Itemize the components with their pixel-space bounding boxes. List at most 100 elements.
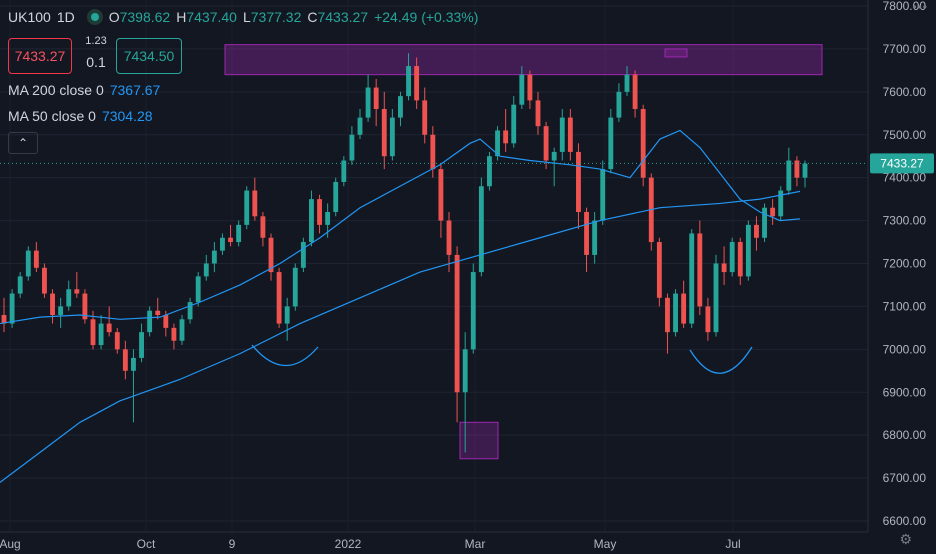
candle-body [697, 233, 703, 307]
resistance-zone [224, 44, 823, 76]
candle-body [656, 242, 662, 298]
open-value: O7398.62 [108, 9, 171, 25]
candle-body [42, 267, 47, 294]
ma50-legend[interactable]: MA 50 close 0 7304.28 [8, 108, 153, 124]
y-tick-label: 6600.00 [883, 514, 927, 528]
candle-body [284, 306, 290, 324]
candle-body [260, 216, 266, 238]
ma200-value: 7367.67 [109, 82, 161, 98]
candle-body [438, 169, 444, 221]
y-tick-label: 7100.00 [883, 299, 927, 313]
candle-body [349, 134, 355, 161]
gear-icon[interactable]: ⚙ [899, 531, 912, 547]
candle-body [778, 190, 784, 217]
y-tick-label: 6700.00 [883, 471, 927, 485]
candle-body [616, 91, 622, 118]
more-dots-icon[interactable]: ••• [912, 0, 928, 14]
candle-body [592, 220, 598, 255]
candle-body [478, 186, 484, 273]
candle-body [317, 199, 322, 225]
chevron-up-icon[interactable]: ⌃ [8, 132, 38, 154]
x-tick-label: 9 [229, 537, 236, 551]
candle-body [50, 293, 55, 315]
candle-body [802, 163, 808, 178]
candle-body [147, 310, 153, 333]
candle-body [600, 169, 606, 221]
candle-body [292, 267, 298, 307]
quantity-value[interactable]: 0.1 [86, 54, 106, 70]
candle-body [179, 319, 185, 341]
top-marker-box [664, 48, 688, 58]
candle-body [470, 272, 476, 350]
ma50-value: 7304.28 [101, 108, 153, 124]
sell-button[interactable]: 7433.27 [8, 38, 72, 74]
candle-body [673, 293, 678, 333]
candle-body [762, 207, 767, 238]
x-tick-label: 2022 [335, 537, 362, 551]
close-value: C7433.27 [307, 9, 369, 25]
ma200-legend[interactable]: MA 200 close 0 7367.67 [8, 82, 160, 98]
candle-body [665, 297, 670, 333]
ma200-label: MA 200 close 0 [8, 82, 104, 98]
candle-body [754, 224, 759, 238]
candle-body [794, 160, 800, 178]
candle-body [406, 66, 411, 97]
candle-body [171, 327, 177, 341]
candle-body [17, 276, 23, 294]
candle-body [770, 207, 776, 217]
y-tick-label: 7000.00 [883, 342, 927, 356]
candle-body [9, 293, 15, 324]
candle-body [187, 302, 193, 320]
candle-body [195, 276, 201, 303]
market-status-icon [86, 9, 103, 25]
candle-body [236, 224, 242, 243]
y-tick-label: 7600.00 [883, 85, 927, 99]
candle-body [228, 237, 233, 243]
candle-body [487, 156, 492, 187]
y-tick-label: 6900.00 [883, 385, 927, 399]
candle-body [381, 109, 387, 157]
candle-body [33, 250, 39, 268]
candle-body [608, 117, 614, 170]
candle-body [74, 289, 80, 294]
y-tick-label: 7300.00 [883, 214, 927, 228]
buy-button[interactable]: 7434.50 [116, 38, 182, 74]
candle-body [640, 109, 646, 178]
y-tick-label: 7200.00 [883, 257, 927, 271]
candle-body [681, 293, 687, 324]
candle-body [551, 151, 557, 161]
x-tick-label: Jul [725, 537, 740, 551]
candle-body [58, 306, 64, 315]
candle-body [163, 315, 169, 328]
candle-body [325, 212, 331, 225]
candle-body [25, 250, 31, 277]
candle-body [244, 190, 250, 225]
arc-annotation [689, 346, 753, 374]
candle-body [446, 220, 452, 255]
last-price-tag [870, 153, 934, 174]
symbol-label[interactable]: UK100 [8, 9, 51, 25]
candle-body [519, 74, 525, 105]
x-tick-label: Oct [137, 537, 156, 551]
x-tick-label: Mar [465, 537, 486, 551]
candle-body [90, 319, 96, 346]
candle-body [220, 237, 225, 251]
y-tick-label: 7500.00 [883, 128, 927, 142]
candle-body [511, 104, 517, 144]
candle-body [786, 160, 792, 191]
candle-body [131, 357, 136, 371]
candle-body [300, 242, 306, 268]
candle-body [98, 323, 104, 346]
candle-body [66, 289, 72, 307]
interval-label[interactable]: 1D [56, 9, 75, 25]
candle-body [430, 134, 436, 170]
candle-body [373, 87, 379, 109]
low-box [459, 421, 499, 460]
arc-annotation [251, 344, 319, 367]
candle-body [276, 272, 282, 324]
candle-body [576, 151, 581, 212]
ma50-line [0, 129, 801, 325]
candle-body [414, 66, 420, 101]
candle-body [1, 315, 7, 324]
